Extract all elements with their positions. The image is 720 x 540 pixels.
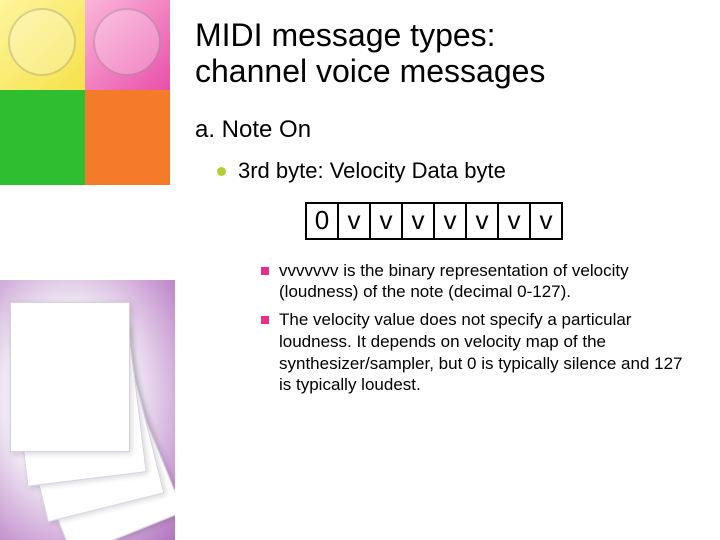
level2-list: vvvvvvv is the binary representation of … <box>261 260 691 397</box>
clock-icon <box>93 8 161 76</box>
clock-tile-pink <box>85 0 170 90</box>
clock-tile-yellow <box>0 0 85 90</box>
bullet-level-2: The velocity value does not specify a pa… <box>261 309 691 396</box>
title-line-2: channel voice messages <box>195 53 545 89</box>
level2-text: The velocity value does not specify a pa… <box>279 309 691 396</box>
level2-text: vvvvvvv is the binary representation of … <box>279 260 691 304</box>
bit-cell: v <box>497 202 531 240</box>
level1-text: 3rd byte: Velocity Data byte <box>238 158 506 184</box>
decorative-sidebar <box>0 0 175 540</box>
title-line-1: MIDI message types: <box>195 17 496 53</box>
bit-cell: v <box>369 202 403 240</box>
byte-bit-table: 0 v v v v v v v <box>305 202 700 240</box>
bullet-level-1: 3rd byte: Velocity Data byte <box>217 158 700 184</box>
subheading: a. Note On <box>195 116 700 144</box>
bit-cell: v <box>465 202 499 240</box>
bullet-square-icon <box>261 267 269 275</box>
slide-content: MIDI message types: channel voice messag… <box>195 18 700 402</box>
bit-cell: v <box>433 202 467 240</box>
bullet-level-2: vvvvvvv is the binary representation of … <box>261 260 691 304</box>
color-tile-green <box>0 90 85 185</box>
bullet-dot-icon <box>217 167 226 176</box>
bit-cell: v <box>529 202 563 240</box>
bit-cell: 0 <box>305 202 339 240</box>
paper-stack-graphic <box>0 280 175 540</box>
slide-title: MIDI message types: channel voice messag… <box>195 18 700 90</box>
bullet-square-icon <box>261 316 269 324</box>
color-tile-orange <box>85 90 170 185</box>
bit-cell: v <box>401 202 435 240</box>
clock-icon <box>8 8 76 76</box>
bit-cell: v <box>337 202 371 240</box>
